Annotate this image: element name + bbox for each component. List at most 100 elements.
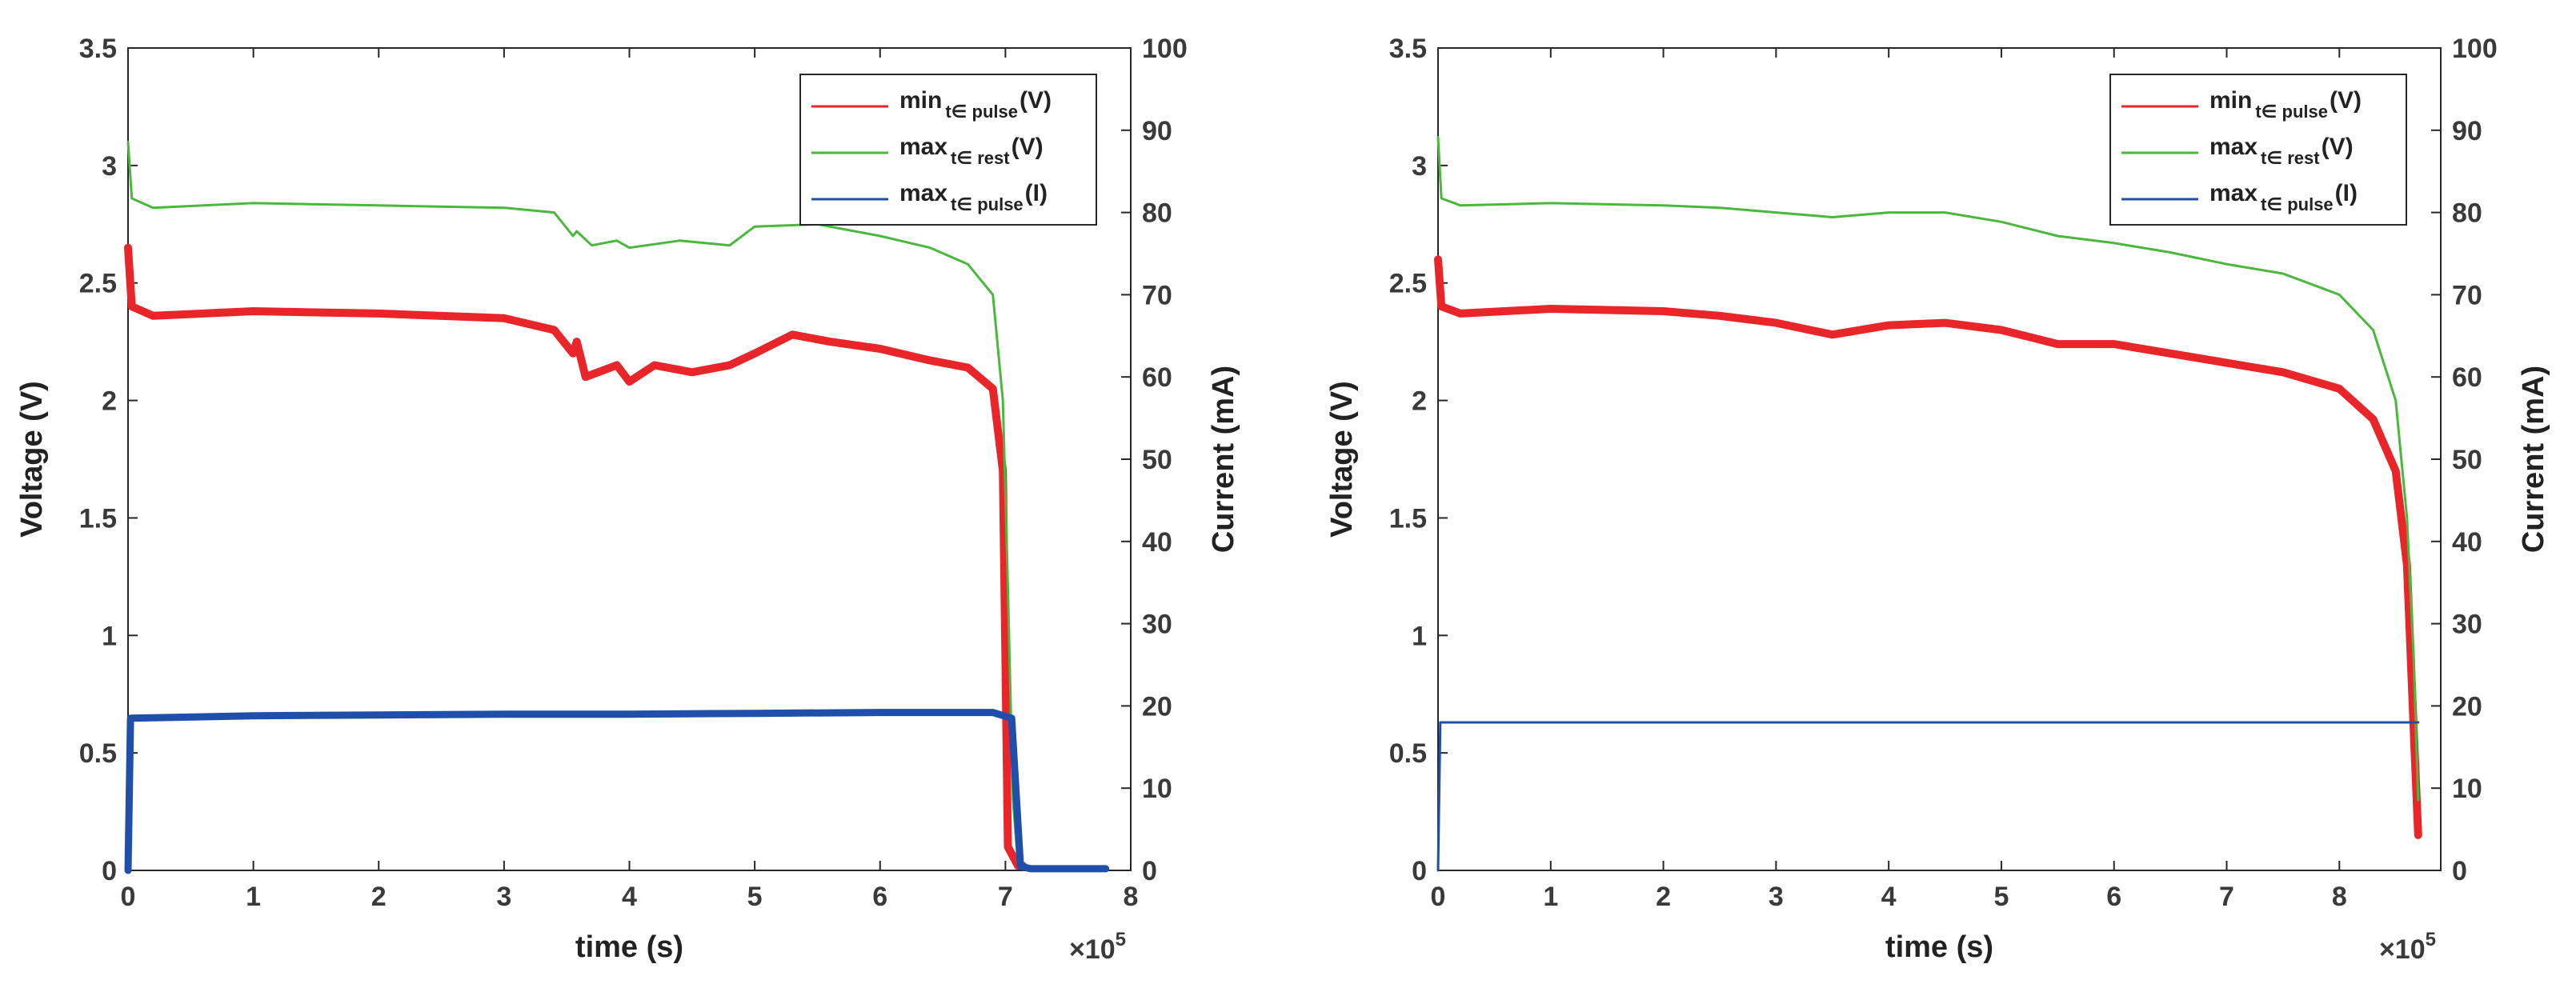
- x-tick-label: 1: [1543, 882, 1558, 912]
- y-right-tick-label: 70: [1142, 280, 1172, 310]
- x-tick-label: 2: [371, 882, 387, 912]
- y-right-tick-label: 20: [1142, 691, 1172, 722]
- legend-box: [2109, 74, 2407, 226]
- y-left-tick-label: 0: [102, 856, 117, 886]
- x-tick-label: 2: [1656, 882, 1671, 912]
- legend-unit: (V): [1012, 134, 1044, 160]
- y-left-axis-label: Voltage (V): [1325, 381, 1359, 538]
- legend-box: [799, 74, 1097, 226]
- y-left-tick-label: 1.5: [79, 503, 117, 534]
- x-tick-label: 6: [872, 882, 887, 912]
- x-tick-label: 7: [998, 882, 1013, 912]
- y-right-tick-label: 80: [2452, 198, 2482, 229]
- y-right-axis-label: Current (mA): [1207, 366, 1240, 553]
- legend-subscript: t∈ rest: [2261, 148, 2320, 168]
- legend-subscript: t∈ pulse: [2255, 102, 2328, 122]
- legend-entry: max t∈ pulse(I): [2209, 180, 2358, 214]
- y-left-tick-label: 3: [1412, 151, 1427, 182]
- y-left-tick-label: 1.5: [1389, 503, 1427, 534]
- series-line-max-rest-voltage: [1436, 136, 2420, 802]
- series-line-max-pulse-current: [1436, 721, 2420, 872]
- y-right-tick-label: 70: [2452, 280, 2482, 310]
- y-left-axis-label: Voltage (V): [15, 381, 49, 538]
- y-left-tick-label: 0.5: [79, 738, 117, 769]
- y-left-tick-label: 0.5: [1389, 738, 1427, 769]
- y-right-tick-label: 60: [1142, 362, 1172, 393]
- y-right-tick-label: 30: [2452, 610, 2482, 640]
- legend-entry: max t∈ rest(V): [899, 134, 1044, 168]
- x-tick-label: 5: [1993, 882, 2009, 912]
- y-left-tick-label: 1: [1412, 621, 1427, 651]
- y-right-tick-label: 50: [1142, 445, 1172, 475]
- y-left-tick-label: 3.5: [79, 34, 117, 64]
- legend-name: max: [2209, 180, 2258, 206]
- legend-name: max: [899, 134, 947, 160]
- x-tick-label: 6: [2106, 882, 2121, 912]
- legend-unit: (V): [2330, 87, 2362, 114]
- x-tick-label: 1: [246, 882, 261, 912]
- x-tick-label: 3: [496, 882, 511, 912]
- y-right-tick-label: 80: [1142, 198, 1172, 229]
- x-axis-label: time (s): [1885, 930, 1993, 964]
- x-exponent-power: 5: [2426, 929, 2436, 950]
- y-left-tick-label: 1: [102, 621, 117, 651]
- legend-unit: (I): [2335, 180, 2358, 206]
- y-right-tick-label: 50: [2452, 445, 2482, 475]
- y-right-tick-label: 100: [2452, 34, 2498, 64]
- series-line-max-pulse-current: [124, 709, 1110, 874]
- x-tick-label: 0: [121, 882, 136, 912]
- x-exponent-base: ×10: [2379, 934, 2426, 965]
- y-right-axis-label: Current (mA): [2517, 366, 2550, 553]
- x-exponent-base: ×10: [1069, 934, 1116, 965]
- y-right-tick-label: 0: [1142, 856, 1157, 886]
- legend: min t∈ pulse(V)max t∈ rest(V)max t∈ pulse(I…: [799, 74, 1097, 226]
- chart-left-panel: 0 1 2 3 4 5 6 7 800.511.522.533.5010203040506070…: [15, 34, 1240, 965]
- x-tick-label: 4: [622, 882, 637, 912]
- y-right-tick-label: 40: [1142, 527, 1172, 558]
- legend-subscript: t∈ pulse: [2261, 194, 2334, 214]
- legend-name: max: [2209, 134, 2258, 160]
- y-right-tick-label: 100: [1142, 34, 1188, 64]
- legend-unit: (I): [1025, 180, 1048, 206]
- y-right-tick-label: 40: [2452, 527, 2482, 558]
- y-left-tick-label: 0: [1412, 856, 1427, 886]
- x-tick-label: 3: [1769, 882, 1784, 912]
- y-right-tick-label: 0: [2452, 856, 2467, 886]
- legend-entry: max t∈ pulse(I): [899, 180, 1048, 214]
- series-line-min-pulse-voltage: [1434, 255, 2422, 839]
- y-right-tick-label: 10: [2452, 774, 2482, 804]
- y-left-tick-label: 3.5: [1389, 34, 1427, 64]
- legend-name: min: [2209, 87, 2252, 114]
- x-tick-label: 0: [1431, 882, 1446, 912]
- legend-entry: min t∈ pulse(V): [2209, 87, 2362, 122]
- legend-unit: (V): [2322, 134, 2354, 160]
- y-right-tick-label: 20: [2452, 691, 2482, 722]
- series-line-min-pulse-voltage: [124, 243, 1028, 870]
- legend-entry: min t∈ pulse(V): [899, 87, 1052, 122]
- chart-right-panel: 0 1 2 3 4 5 6 7 800.511.522.533.5010203040506070…: [1325, 34, 2550, 965]
- legend-entry: max t∈ rest(V): [2209, 134, 2354, 168]
- legend-unit: (V): [1020, 87, 1052, 114]
- x-axis-exponent: ×105: [1069, 929, 1126, 965]
- legend-name: min: [899, 87, 942, 114]
- x-tick-label: 8: [1124, 882, 1139, 912]
- y-left-tick-label: 2.5: [1389, 269, 1427, 299]
- y-left-tick-label: 2: [1412, 386, 1427, 417]
- y-right-tick-label: 10: [1142, 774, 1172, 804]
- legend-name: max: [899, 180, 947, 206]
- y-right-tick-label: 90: [1142, 116, 1172, 146]
- y-left-tick-label: 3: [102, 151, 117, 182]
- x-tick-label: 7: [2219, 882, 2234, 912]
- x-exponent-power: 5: [1116, 929, 1126, 950]
- x-axis-label: time (s): [575, 930, 683, 964]
- x-axis-exponent: ×105: [2379, 929, 2436, 965]
- legend-subscript: t∈ pulse: [951, 194, 1024, 214]
- series-line-max-rest-voltage: [126, 141, 1024, 867]
- legend-subscript: t∈ pulse: [945, 102, 1018, 122]
- legend: min t∈ pulse(V)max t∈ rest(V)max t∈ pulse(I…: [2109, 74, 2407, 226]
- y-right-tick-label: 90: [2452, 116, 2482, 146]
- x-tick-label: 4: [1881, 882, 1897, 912]
- y-right-tick-label: 30: [1142, 610, 1172, 640]
- y-left-tick-label: 2.5: [79, 269, 117, 299]
